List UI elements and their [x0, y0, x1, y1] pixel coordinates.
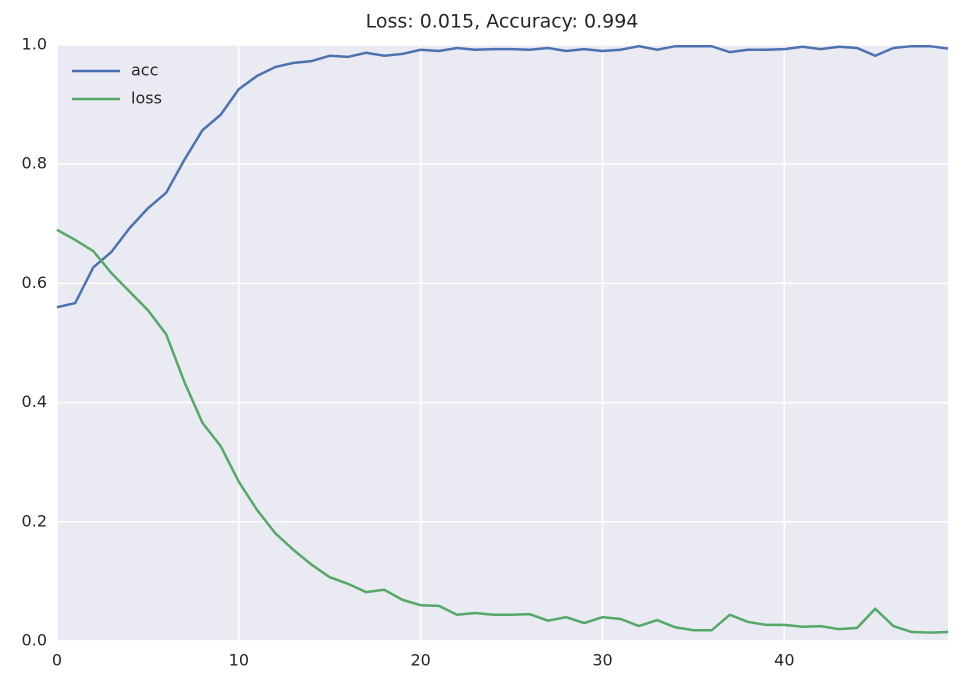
y-tick-label: 0.4: [22, 392, 47, 411]
plot-area: [57, 45, 948, 641]
x-tick-label: 0: [52, 651, 62, 670]
y-tick-label: 1.0: [22, 35, 47, 54]
y-tick-label: 0.6: [22, 273, 47, 292]
x-tick-label: 30: [592, 651, 612, 670]
x-tick-label: 40: [774, 651, 794, 670]
y-tick-label: 0.0: [22, 631, 47, 650]
chart-title: Loss: 0.015, Accuracy: 0.994: [366, 11, 639, 33]
x-tick-label: 10: [229, 651, 249, 670]
legend-label: loss: [131, 89, 162, 108]
x-tick-label: 20: [410, 651, 430, 670]
legend-label: acc: [131, 61, 158, 80]
line-series: [56, 228, 949, 634]
line-series: [56, 44, 949, 309]
y-tick-label: 0.8: [22, 154, 47, 173]
y-tick-label: 0.2: [22, 511, 47, 530]
